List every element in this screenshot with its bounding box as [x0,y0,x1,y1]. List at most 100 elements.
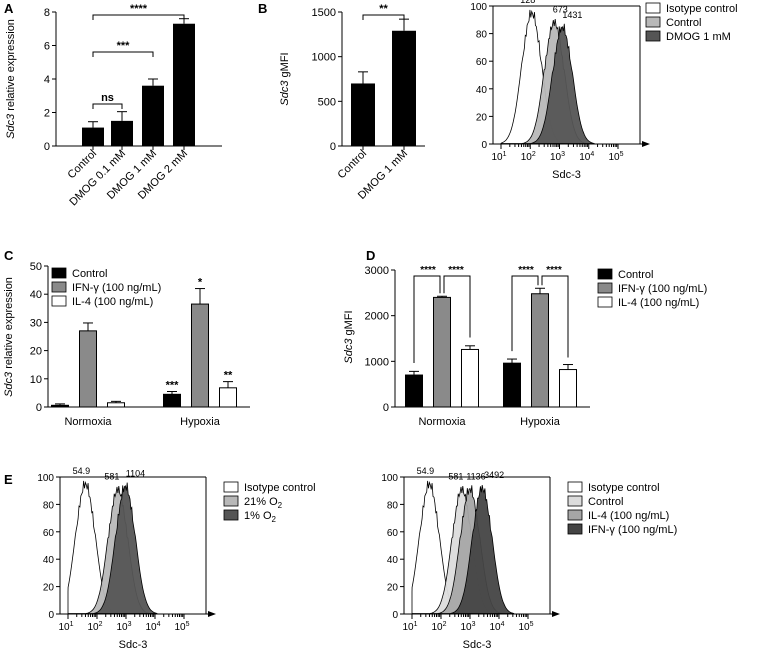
y-tick-label: 6 [44,41,50,53]
legend-label: 21% O2 [244,496,283,510]
peak-label: 54.9 [73,466,91,476]
y-axis-label: Sdc3 relative expression [3,277,15,397]
y-tick-label: 0 [392,610,398,621]
legend-label: IL-4 (100 ng/mL) [588,510,669,522]
y-tick-label: 0 [36,402,42,414]
histogram-curve [93,482,158,614]
x-group-label: Normoxia [418,416,466,428]
significance-label: **** [420,265,436,276]
bar [531,293,549,408]
bar [163,393,181,408]
significance-bracket [541,275,569,358]
histogram-curve [530,23,595,144]
legend-swatch [51,281,67,293]
x-tick-exponent: 5 [186,621,190,628]
y-tick-label: 0 [44,141,50,153]
y-tick-label: 1000 [365,356,389,368]
x-tick-label: Control [336,148,370,182]
x-axis-arrow [552,611,560,617]
y-tick-label: 80 [387,500,399,511]
significance-bracket [443,275,471,338]
y-tick-label: 60 [43,528,55,539]
significance-label: **** [448,265,464,276]
significance-label: **** [546,265,562,276]
legend-swatch [645,2,661,14]
y-axis-label-gene: Sdc3 [3,371,15,397]
x-axis-arrow [642,141,650,147]
y-tick-label: 0 [48,610,54,621]
bar [392,30,416,146]
x-tick-base: 10 [460,622,472,633]
peak-label: 581 [104,471,119,481]
y-axis-label: Sdc3 gMFI [343,310,355,363]
x-tick-label: 102 [431,621,446,633]
bar [51,404,69,408]
bar [82,127,104,146]
legend-swatch [51,295,67,307]
x-tick-exponent: 4 [590,151,594,158]
legend-label: Isotype control [666,3,738,15]
significance-label: *** [166,379,180,391]
x-tick-base: 10 [608,152,620,163]
x-tick-base: 10 [521,152,533,163]
x-tick-label: 103 [550,151,565,163]
x-axis-label: Sdc-3 [463,639,492,651]
y-tick-label: 4 [44,74,50,86]
significance-bracket [92,103,123,109]
x-tick-label: 102 [87,621,102,633]
peak-label: 673 [553,5,568,15]
bar [351,83,375,146]
x-tick-base: 10 [87,622,99,633]
x-tick-label: 102 [521,151,536,163]
x-tick-base: 10 [489,622,501,633]
x-tick-exponent: 2 [443,621,447,628]
significance-label: ** [224,370,233,382]
y-tick-label: 0 [330,141,336,153]
bar [433,296,451,408]
legend-swatch [645,16,661,28]
legend-label: IL-4 (100 ng/mL) [618,297,699,309]
x-tick-exponent: 3 [472,621,476,628]
legend-label: Control [588,496,623,508]
y-tick-label: 100 [470,2,487,13]
y-tick-label: 100 [381,473,398,484]
significance-label: ns [101,92,114,104]
legend-swatch [567,509,583,521]
legend-label: Control [666,17,701,29]
x-group-label: Hypoxia [520,416,561,428]
bar [559,369,577,408]
x-tick-exponent: 3 [128,621,132,628]
panel-letter: D [366,248,375,263]
x-tick-base: 10 [116,622,128,633]
x-tick-label: 105 [174,621,189,633]
x-tick-label: 101 [491,151,506,163]
significance-bracket [92,14,185,20]
legend-label: Isotype control [244,482,316,494]
y-tick-label: 0 [481,140,487,151]
x-axis-label: Sdc-3 [119,639,148,651]
legend-swatch [597,282,613,294]
legend-label-subscript: 2 [278,501,283,510]
x-tick-exponent: 5 [620,151,624,158]
x-axis-label: Sdc-3 [552,169,581,181]
legend-label: 1% O2 [244,510,277,524]
legend-label: IFN-γ (100 ng/mL) [618,283,707,295]
significance-label: ** [379,3,388,15]
significance-label: **** [518,265,534,276]
panel-letter: B [258,1,267,16]
legend-label: Isotype control [588,482,660,494]
y-tick-label: 80 [476,30,488,41]
x-tick-base: 10 [518,622,530,633]
x-tick-base: 10 [579,152,591,163]
bar [191,303,209,408]
bar [111,120,133,146]
y-tick-label: 40 [43,555,55,566]
x-tick-exponent: 1 [503,151,507,158]
histogram-curve [450,485,515,614]
peak-label: 128 [520,0,535,5]
significance-label: **** [130,3,148,15]
y-tick-label: 60 [476,57,488,68]
y-tick-label: 20 [43,583,55,594]
bar [79,330,97,408]
